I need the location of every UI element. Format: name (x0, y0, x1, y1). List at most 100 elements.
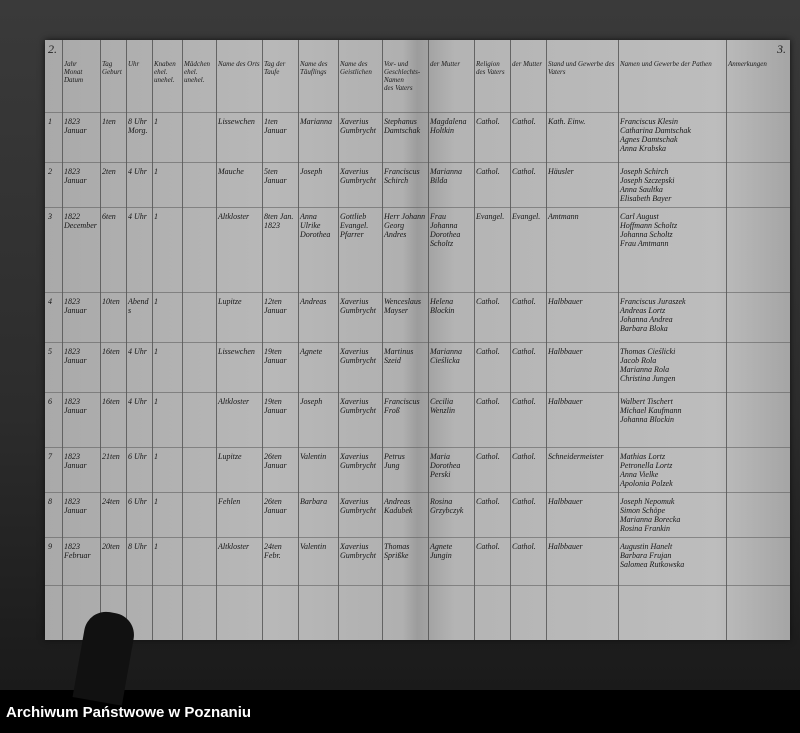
entry-day: 10ten (102, 297, 120, 306)
entry-day: 16ten (102, 347, 120, 356)
entry-day: 1ten (102, 117, 116, 126)
row-rule (45, 207, 790, 208)
entry-mother: Marianna Cieślicka (430, 347, 462, 365)
entry-place: Fehlen (218, 497, 241, 506)
entry-time: 8 Uhr (128, 542, 147, 551)
entry-priest: Xaverius Gumbrycht (340, 297, 376, 315)
entry-child: Valentin (300, 542, 327, 551)
entry-time: 4 Uhr (128, 347, 147, 356)
entry-mother: Agnete Jungin (430, 542, 453, 560)
scan-image: 2. 3. Jahr Monat Datum Tag Geburt Uhr Knabe… (0, 0, 800, 706)
entry-baptism: 26ten Januar (264, 497, 287, 515)
entry-date: 1823 Januar (64, 497, 87, 515)
column-header: Name des Orts (218, 60, 260, 68)
entry-child: Joseph (300, 167, 323, 176)
entry-status: Halbbauer (548, 347, 583, 356)
entry-date: 1822 December (64, 212, 97, 230)
entry-no: 9 (48, 542, 52, 551)
entry-place: Lupitze (218, 452, 242, 461)
entry-count: 1 (154, 212, 158, 221)
entry-time: 6 Uhr (128, 452, 147, 461)
entry-rel_f: Cathol. (476, 542, 500, 551)
entry-mother: Marianna Bilda (430, 167, 462, 185)
entry-status: Halbbauer (548, 497, 583, 506)
entry-count: 1 (154, 117, 158, 126)
entry-priest: Xaverius Gumbrycht (340, 452, 376, 470)
entry-child: Marianna (300, 117, 332, 126)
entry-father: Franciscus Schirch (384, 167, 420, 185)
entry-status: Halbbauer (548, 542, 583, 551)
row-rule (45, 162, 790, 163)
column-rule (126, 40, 127, 640)
column-rule (618, 40, 619, 640)
entry-no: 2 (48, 167, 52, 176)
entry-godparents: Joseph Schirch Joseph Szczepski Anna Sau… (620, 167, 675, 203)
entry-godparents: Carl August Hoffmann Scholtz Johanna Sch… (620, 212, 678, 248)
entry-day: 2ten (102, 167, 116, 176)
entry-date: 1823 Februar (64, 542, 91, 560)
entry-place: Altkloster (218, 212, 250, 221)
column-rule (216, 40, 217, 640)
entry-date: 1823 Januar (64, 397, 87, 415)
entry-date: 1823 Januar (64, 117, 87, 135)
column-rule (338, 40, 339, 640)
entry-rel_f: Cathol. (476, 117, 500, 126)
column-rule (100, 40, 101, 640)
entry-rel_f: Evangel. (476, 212, 505, 221)
entry-place: Altkloster (218, 542, 250, 551)
entry-baptism: 26ten Januar (264, 452, 287, 470)
entry-rel_m: Cathol. (512, 297, 536, 306)
column-header: Jahr Monat Datum (64, 60, 84, 84)
entry-place: Altkloster (218, 397, 250, 406)
entry-baptism: 19ten Januar (264, 397, 287, 415)
column-header: Stand und Gewerbe des Vaters (548, 60, 615, 76)
entry-rel_m: Cathol. (512, 397, 536, 406)
entry-rel_m: Cathol. (512, 347, 536, 356)
entry-count: 1 (154, 397, 158, 406)
entry-baptism: 8ten Jan. 1823 (264, 212, 294, 230)
entry-no: 7 (48, 452, 52, 461)
entry-place: Lissewchen (218, 117, 255, 126)
entry-child: Joseph (300, 397, 323, 406)
entry-godparents: Thomas Cieślicki Jacob Rola Marianna Rol… (620, 347, 676, 383)
entry-mother: Magdalena Holtkin (430, 117, 467, 135)
entry-priest: Xaverius Gumbrycht (340, 497, 376, 515)
row-rule (45, 537, 790, 538)
entry-place: Mauche (218, 167, 244, 176)
entry-father: Andreas Kadubek (384, 497, 413, 515)
page-number-left: 2. (48, 42, 57, 56)
entry-day: 21ten (102, 452, 120, 461)
register-page: 2. 3. Jahr Monat Datum Tag Geburt Uhr Knabe… (45, 40, 790, 640)
entry-count: 1 (154, 452, 158, 461)
entry-count: 1 (154, 497, 158, 506)
entry-godparents: Joseph Nepomuk Simon Schöpe Marianna Bor… (620, 497, 681, 533)
entry-date: 1823 Januar (64, 297, 87, 315)
column-rule (152, 40, 153, 640)
archive-credit: Archiwum Państwowe w Poznaniu (6, 704, 252, 721)
entry-date: 1823 Januar (64, 452, 87, 470)
entry-mother: Frau Johanna Dorothea Scholtz (430, 212, 461, 248)
entry-place: Lupitze (218, 297, 242, 306)
entry-father: Stephanus Damtschak (384, 117, 420, 135)
column-rule (428, 40, 429, 640)
column-rule (62, 40, 63, 640)
entry-count: 1 (154, 297, 158, 306)
row-rule (45, 492, 790, 493)
column-header: Tag der Taufe (264, 60, 286, 76)
column-header: Vor- und Geschlechts-Namen des Vaters (384, 60, 421, 92)
entry-no: 4 (48, 297, 52, 306)
entry-priest: Xaverius Gumbrycht (340, 397, 376, 415)
entry-rel_m: Cathol. (512, 497, 536, 506)
entry-father: Herr Johann Georg Andres (384, 212, 426, 239)
entry-date: 1823 Januar (64, 167, 87, 185)
column-rule (474, 40, 475, 640)
entry-day: 20ten (102, 542, 120, 551)
column-rule (262, 40, 263, 640)
entry-mother: Helena Blockin (430, 297, 455, 315)
entry-baptism: 12ten Januar (264, 297, 287, 315)
entry-no: 1 (48, 117, 52, 126)
entry-priest: Xaverius Gumbrycht (340, 117, 376, 135)
entry-rel_m: Cathol. (512, 452, 536, 461)
entry-godparents: Franciscus Klesin Catharina Damtschak Ag… (620, 117, 691, 153)
column-header: Mädchen ehel. unehel. (184, 60, 211, 84)
